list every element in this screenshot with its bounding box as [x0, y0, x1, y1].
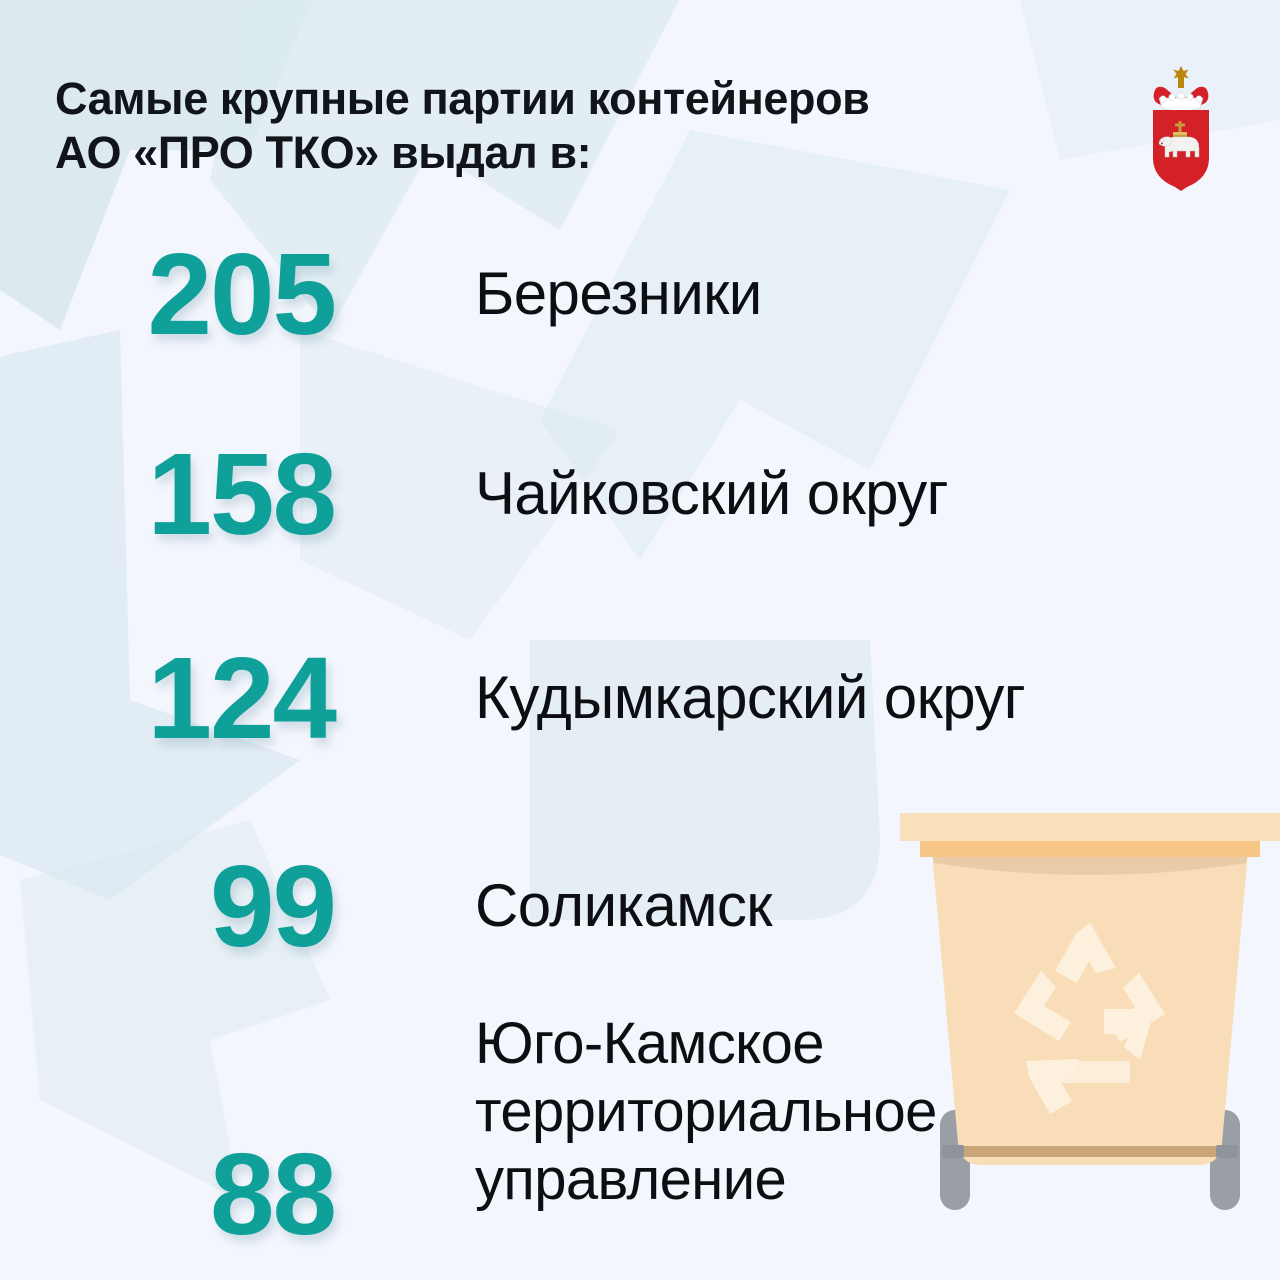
- stat-value: 205: [147, 229, 337, 359]
- stat-row-berezniki: 205 Березники: [0, 236, 1280, 352]
- stat-label: Юго-Камское территориальное управление: [475, 1011, 937, 1212]
- stat-value: 99: [209, 841, 337, 971]
- stat-label: Чайковский округ: [475, 459, 949, 527]
- stat-label: Соликамск: [475, 871, 773, 939]
- header: Самые крупные партии контейнеров АО «ПРО…: [55, 66, 1225, 194]
- perm-krai-coat-of-arms-icon: [1153, 66, 1209, 191]
- page-title: Самые крупные партии контейнеров АО «ПРО…: [55, 73, 870, 178]
- stat-row-solikamsk: 99 Соликамск: [0, 848, 1280, 964]
- stat-value: 158: [147, 429, 337, 559]
- stat-label: Березники: [475, 259, 762, 327]
- stat-value: 124: [147, 633, 337, 763]
- stat-row-kudymkarsky: 124 Кудымкарский округ: [0, 640, 1280, 756]
- stat-row-chaykovsky: 158 Чайковский округ: [0, 436, 1280, 552]
- stat-value: 88: [209, 1128, 337, 1259]
- stat-label: Кудымкарский округ: [475, 663, 1026, 731]
- stat-row-yugo-kamskoe: 88 Юго-Камское территориальное управлени…: [0, 1010, 1280, 1252]
